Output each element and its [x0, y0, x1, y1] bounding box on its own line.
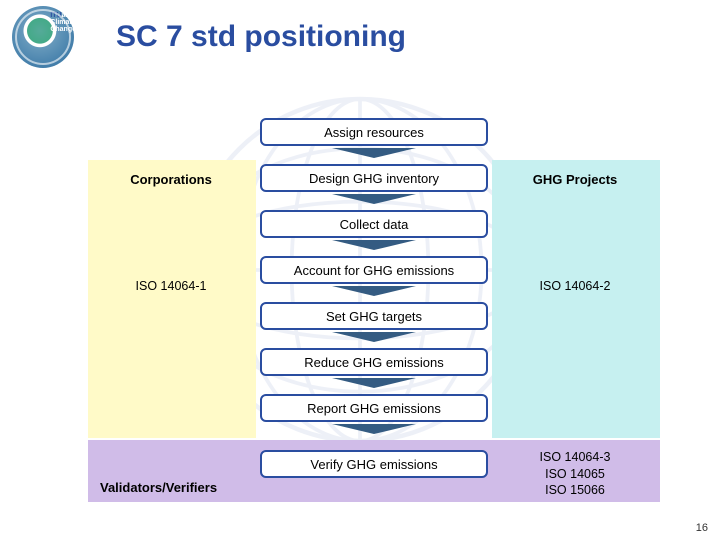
step-design-inventory: Design GHG inventory [260, 164, 488, 192]
page-number: 16 [696, 522, 708, 534]
iso-14065-label: ISO 14065 [500, 466, 650, 482]
chevron-icon [332, 378, 416, 388]
corporations-panel [88, 160, 256, 438]
step-reduce-emissions: Reduce GHG emissions [260, 348, 488, 376]
corporations-heading: Corporations [96, 172, 246, 188]
step-account-emissions: Account for GHG emissions [260, 256, 488, 284]
chevron-icon [332, 332, 416, 342]
step-collect-data: Collect data [260, 210, 488, 238]
chevron-icon [332, 194, 416, 204]
slide-header: ITUandClimateChange SC 7 std positioning [0, 0, 720, 68]
iso-14064-3-label: ISO 14064-3 [500, 449, 650, 465]
step-assign-resources: Assign resources [260, 118, 488, 146]
step-report-emissions: Report GHG emissions [260, 394, 488, 422]
chevron-icon [332, 424, 416, 434]
slide-title: SC 7 std positioning [116, 20, 406, 54]
positioning-diagram: Corporations ISO 14064-1 GHG Projects IS… [70, 118, 660, 504]
projects-panel [492, 160, 660, 438]
validators-heading: Validators/Verifiers [100, 480, 280, 496]
chevron-icon [332, 240, 416, 250]
iso-15066-label: ISO 15066 [500, 482, 650, 498]
iso-bottom-labels: ISO 14064-3 ISO 14065 ISO 15066 [500, 449, 650, 498]
logo-text: ITUandClimateChange [50, 12, 76, 33]
chevron-icon [332, 148, 416, 158]
chevron-icon [332, 286, 416, 296]
iso-14064-1-label: ISO 14064-1 [96, 278, 246, 294]
ghg-projects-heading: GHG Projects [500, 172, 650, 188]
step-set-targets: Set GHG targets [260, 302, 488, 330]
itu-climate-logo: ITUandClimateChange [12, 6, 74, 68]
iso-14064-2-label: ISO 14064-2 [500, 278, 650, 294]
step-verify-emissions: Verify GHG emissions [260, 450, 488, 478]
